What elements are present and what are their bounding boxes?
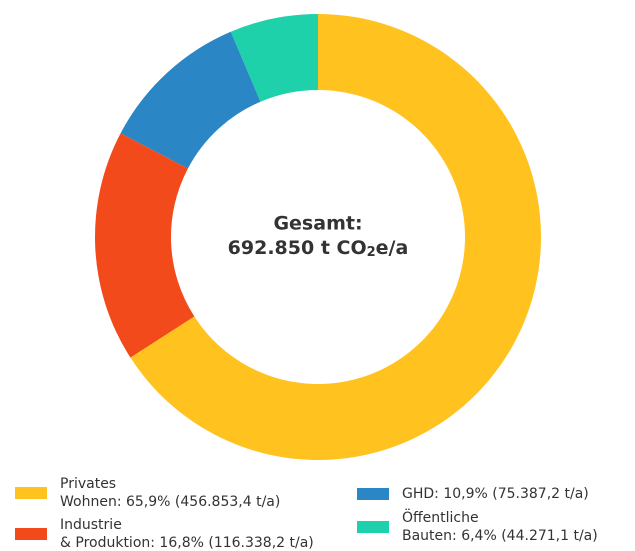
donut-segment: [120, 31, 261, 169]
center-value-main: 692.850 t CO: [228, 237, 367, 259]
center-value: 692.850 t CO2e/a: [228, 237, 409, 260]
center-value-sub: 2: [367, 245, 376, 260]
center-value-end: e/a: [376, 237, 409, 259]
legend-label: Privates: [60, 476, 116, 492]
legend-swatch: [15, 487, 47, 499]
legend-label: GHD: 10,9% (75.387,2 t/a): [402, 486, 589, 502]
legend-swatch: [15, 528, 47, 540]
donut-segment: [230, 14, 318, 102]
legend-label: Wohnen: 65,9% (456.853,4 t/a): [60, 494, 280, 510]
legend-label: Industrie: [60, 517, 122, 533]
donut-segment: [130, 14, 541, 460]
donut-segment: [94, 133, 195, 358]
center-title: Gesamt:: [273, 213, 362, 235]
legend-swatch: [357, 521, 389, 533]
legend-label: Öffentliche: [402, 508, 479, 526]
legend-swatch: [357, 488, 389, 500]
legend-label: & Produktion: 16,8% (116.338,2 t/a): [60, 535, 314, 551]
legend-label: Bauten: 6,4% (44.271,1 t/a): [402, 528, 598, 544]
